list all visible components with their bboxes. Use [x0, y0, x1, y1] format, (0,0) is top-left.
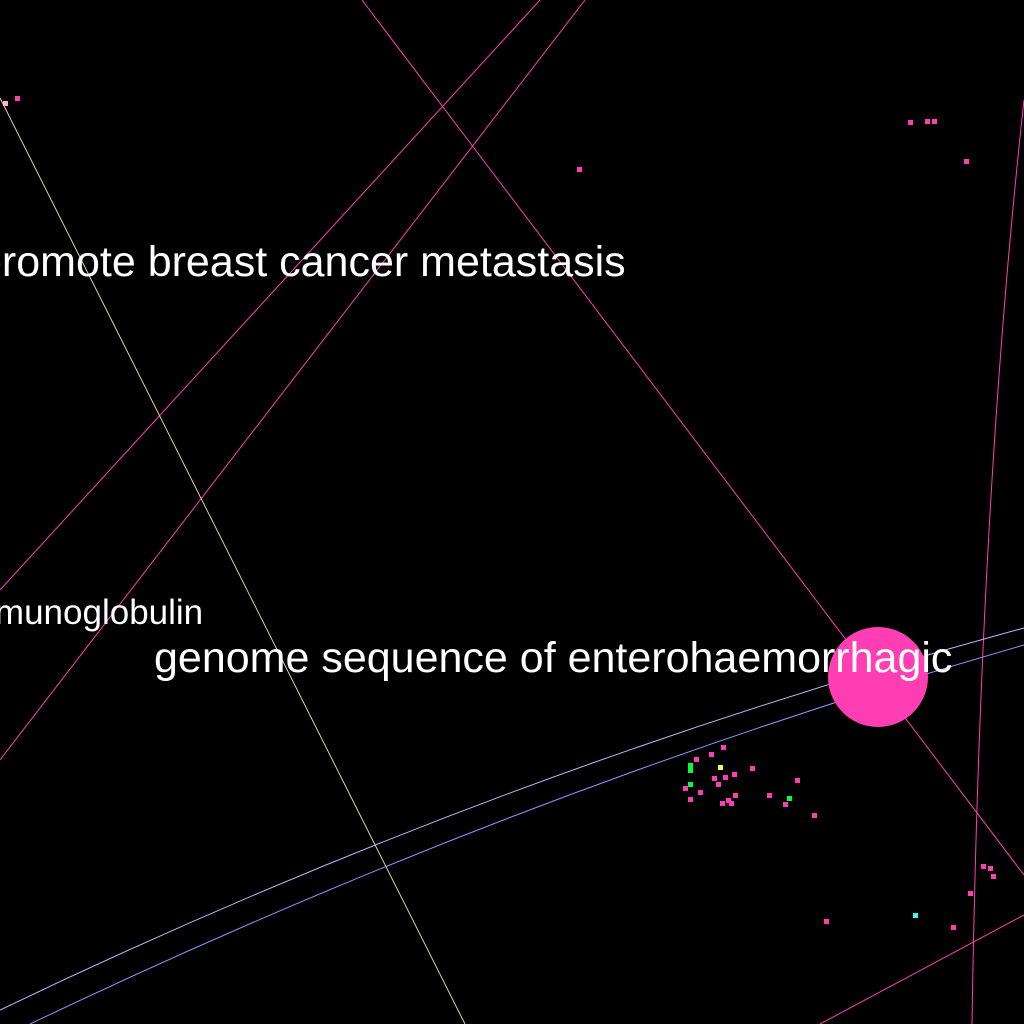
- edge: [971, 99, 1024, 1024]
- graph-node[interactable]: [698, 790, 703, 795]
- graph-node[interactable]: [716, 782, 721, 787]
- graph-node[interactable]: [787, 796, 792, 801]
- graph-node[interactable]: [951, 925, 956, 930]
- graph-node[interactable]: [968, 891, 973, 896]
- edge: [0, 0, 586, 761]
- graph-node[interactable]: [824, 919, 829, 924]
- graph-node[interactable]: [709, 752, 714, 757]
- graph-node[interactable]: [720, 801, 725, 806]
- node-label-genome-sequence: genome sequence of enterohaemorrhagic: [154, 634, 953, 682]
- graph-node[interactable]: [688, 768, 693, 773]
- graph-node[interactable]: [723, 775, 728, 780]
- node-label-breast-cancer-metastasis: promote breast cancer metastasis: [0, 238, 626, 286]
- graph-node[interactable]: [991, 874, 996, 879]
- graph-node[interactable]: [932, 119, 937, 124]
- edge: [819, 914, 1024, 1024]
- graph-node[interactable]: [683, 786, 688, 791]
- graph-node[interactable]: [767, 793, 772, 798]
- edge: [0, 97, 466, 1024]
- graph-node[interactable]: [688, 763, 693, 768]
- graph-node[interactable]: [688, 782, 693, 787]
- graph-node[interactable]: [688, 797, 693, 802]
- graph-node[interactable]: [729, 801, 734, 806]
- graph-node[interactable]: [726, 798, 731, 803]
- graph-node-hub[interactable]: [828, 627, 928, 727]
- graph-node[interactable]: [913, 913, 918, 918]
- graph-node[interactable]: [925, 119, 930, 124]
- graph-node[interactable]: [795, 778, 800, 783]
- graph-node[interactable]: [577, 167, 582, 172]
- graph-node[interactable]: [3, 101, 8, 106]
- graph-node[interactable]: [783, 802, 788, 807]
- graph-node[interactable]: [721, 745, 726, 750]
- graph-node[interactable]: [718, 765, 723, 770]
- graph-node[interactable]: [733, 793, 738, 798]
- graph-node[interactable]: [981, 864, 986, 869]
- graph-node[interactable]: [694, 757, 699, 762]
- graph-node[interactable]: [988, 866, 993, 871]
- edge: [361, 0, 1024, 876]
- graph-node[interactable]: [750, 766, 755, 771]
- edge: [0, 0, 541, 591]
- graph-node[interactable]: [732, 772, 737, 777]
- node-label-immunoglobulin: immunoglobulin: [0, 593, 204, 632]
- graph-node[interactable]: [712, 776, 717, 781]
- graph-node[interactable]: [812, 813, 817, 818]
- graph-node[interactable]: [15, 96, 20, 101]
- node-layer: [3, 96, 996, 930]
- graph-node[interactable]: [964, 159, 969, 164]
- graph-node[interactable]: [908, 120, 913, 125]
